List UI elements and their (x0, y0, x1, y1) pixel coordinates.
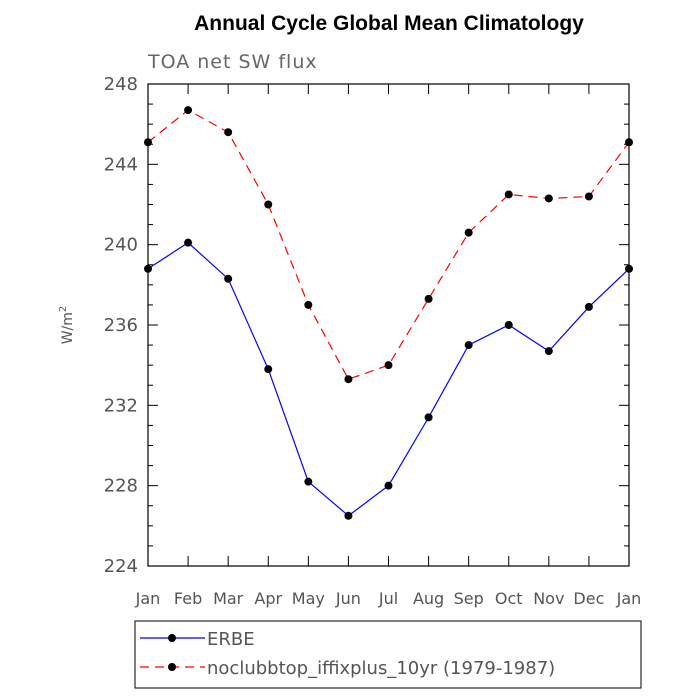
series-0-point (304, 477, 313, 486)
series-0-point (625, 264, 633, 273)
x-tick-label: Jul (378, 589, 398, 608)
series-0-point (184, 238, 193, 247)
legend-marker-1 (168, 663, 176, 671)
x-tick-label: Sep (454, 589, 484, 608)
legend-box (134, 620, 642, 689)
series-0-point (264, 365, 273, 374)
series-0-point (504, 321, 513, 329)
y-tick-label: 240 (104, 235, 138, 256)
y-tick-label: 228 (104, 476, 138, 497)
series-1-point (504, 190, 513, 199)
y-tick-label: 244 (104, 154, 138, 175)
series-0-point (544, 347, 553, 356)
x-tick-label: Mar (213, 589, 244, 608)
series-1-point (384, 361, 393, 370)
y-tick-label: 248 (104, 74, 138, 95)
x-tick-label: Aug (413, 589, 444, 608)
plot-frame (147, 83, 630, 567)
series-line-0 (147, 241, 630, 517)
x-tick-label: Nov (533, 589, 564, 608)
series-line-1 (147, 109, 630, 380)
legend-marker-0 (168, 634, 176, 642)
series-1-point (584, 192, 593, 201)
series-0-point (224, 274, 233, 283)
x-tick-label: Jun (335, 589, 361, 608)
series-1-point (344, 375, 353, 384)
series-0-point (384, 481, 393, 490)
series-0-point (464, 341, 473, 350)
legend-label-1: noclubbtop_iffixplus_10yr (1979-1987) (207, 658, 555, 679)
y-axis-label: W/m2 (58, 306, 76, 345)
series-1-point (184, 106, 193, 115)
x-tick-label: Feb (174, 589, 202, 608)
chart-subtitle: TOA net SW flux (147, 51, 318, 73)
series-0-point (344, 511, 353, 520)
y-tick-label: 224 (104, 556, 138, 577)
x-tick-label: Apr (254, 589, 282, 608)
series-1-point (424, 294, 433, 303)
legend-label-0: ERBE (207, 629, 255, 650)
x-tick-label: Jan (135, 589, 161, 608)
series-0-point (584, 302, 593, 311)
series-0-point (144, 264, 152, 273)
legend: ERBE noclubbtop_iffixplus_10yr (1979-1987… (134, 620, 642, 689)
series-1-point (224, 128, 233, 137)
plot-area: 224 228 232 236 240 244 248 Jan Feb Mar Apr May Jun J… (58, 74, 641, 608)
y-tick-label: 236 (104, 315, 138, 336)
x-tick-label: Jan (616, 589, 642, 608)
series-1-point (464, 228, 473, 237)
series-1-point (544, 194, 553, 203)
series-1-point (264, 200, 273, 209)
series-0-point (424, 413, 433, 422)
series-1-point (625, 138, 633, 147)
series-1-point (304, 300, 313, 309)
y-tick-label: 232 (104, 395, 138, 416)
x-tick-label: Oct (495, 589, 523, 608)
x-tick-label: May (292, 589, 325, 608)
chart-title: Annual Cycle Global Mean Climatology (194, 12, 584, 35)
x-tick-label: Dec (573, 589, 604, 608)
series-1-point (144, 138, 152, 147)
